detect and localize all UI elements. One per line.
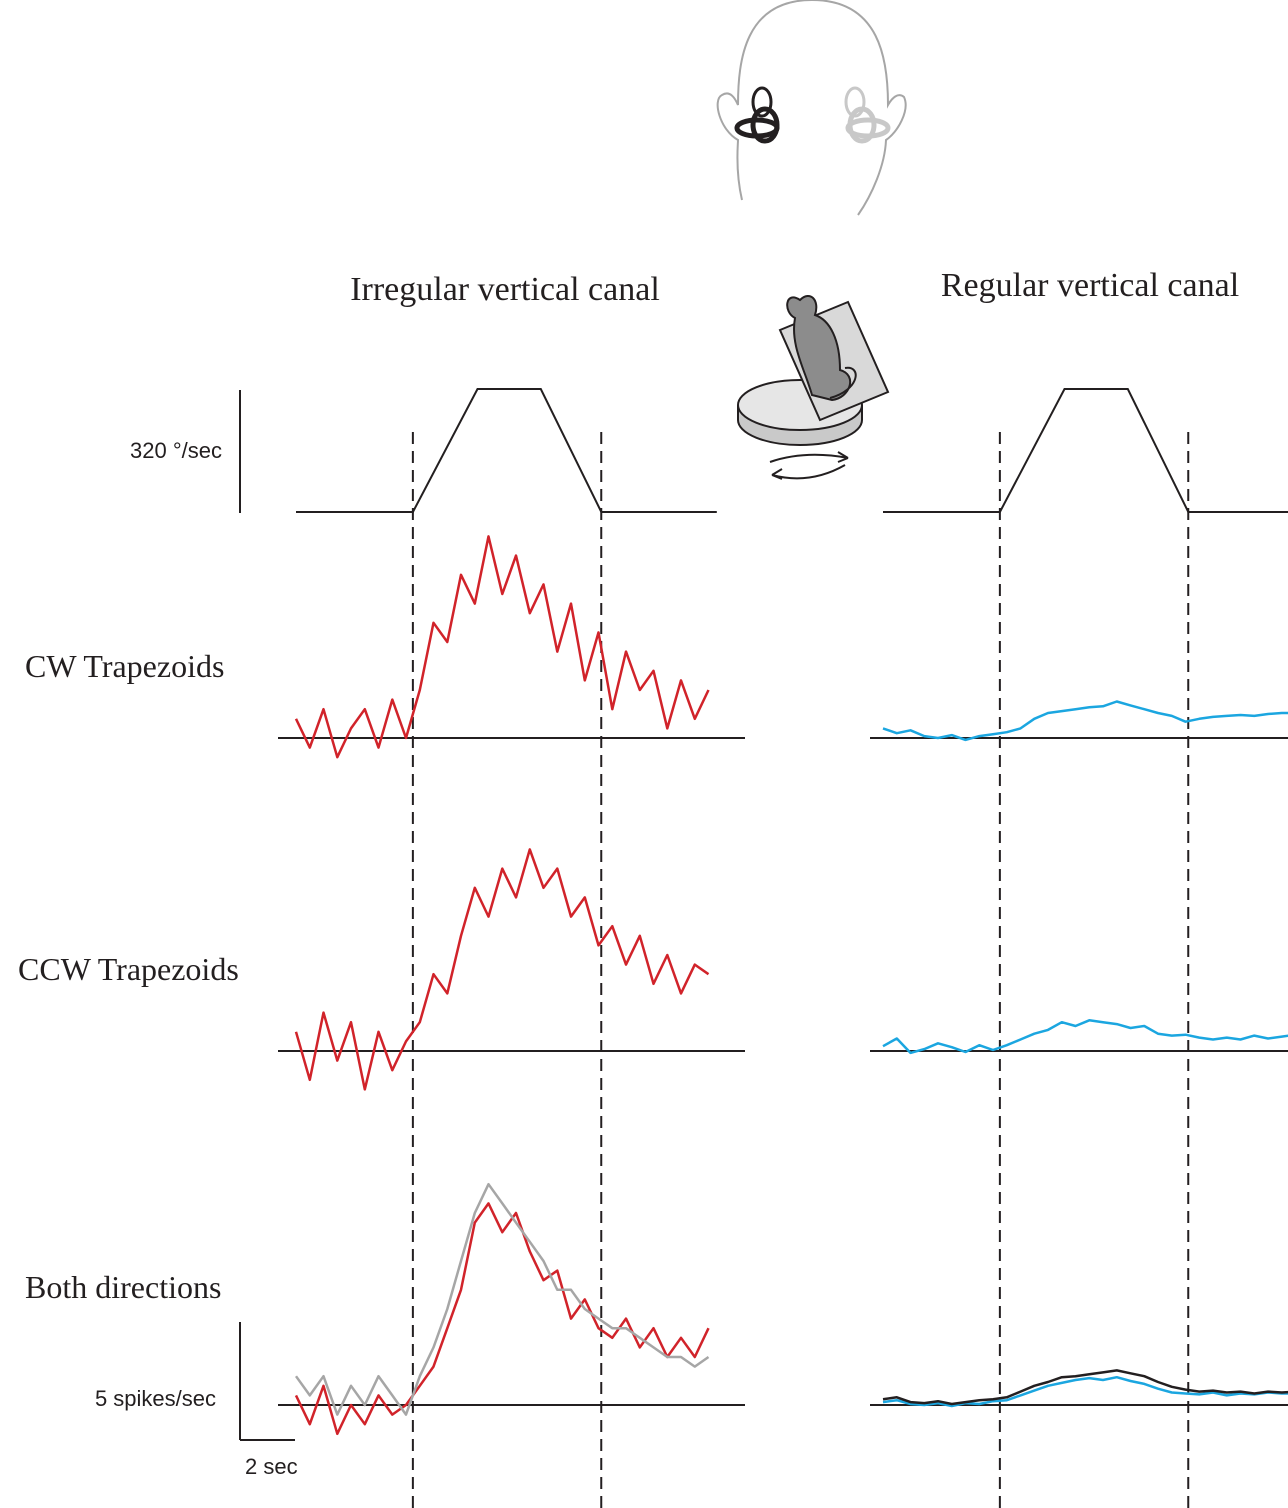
- rate-scale-label: 5 spikes/sec: [95, 1386, 216, 1411]
- firing-rate-trace: [882, 1375, 1288, 1408]
- stimulus-trace: [296, 388, 717, 513]
- firing-rate-trace: [294, 1182, 710, 1416]
- firing-rate-trace: [882, 700, 1288, 742]
- head-icon: [716, 0, 907, 216]
- stimulus-trace: [883, 388, 1288, 513]
- row-label: CW Trapezoids: [25, 648, 224, 684]
- firing-rate-trace: [882, 1369, 1288, 1406]
- firing-rate-trace: [294, 535, 710, 759]
- panel-title: Regular vertical canal: [941, 267, 1239, 304]
- firing-rate-trace: [294, 1202, 710, 1436]
- time-scale-label: 2 sec: [245, 1454, 298, 1479]
- velocity-scale-label: 320 °/sec: [130, 438, 222, 463]
- turntable-icon: [737, 295, 890, 480]
- firing-rate-trace: [294, 848, 710, 1091]
- row-label: Both directions: [25, 1269, 221, 1305]
- panel-title: Irregular vertical canal: [350, 271, 660, 308]
- firing-rate-trace: [882, 1019, 1288, 1055]
- row-label: CCW Trapezoids: [18, 951, 239, 987]
